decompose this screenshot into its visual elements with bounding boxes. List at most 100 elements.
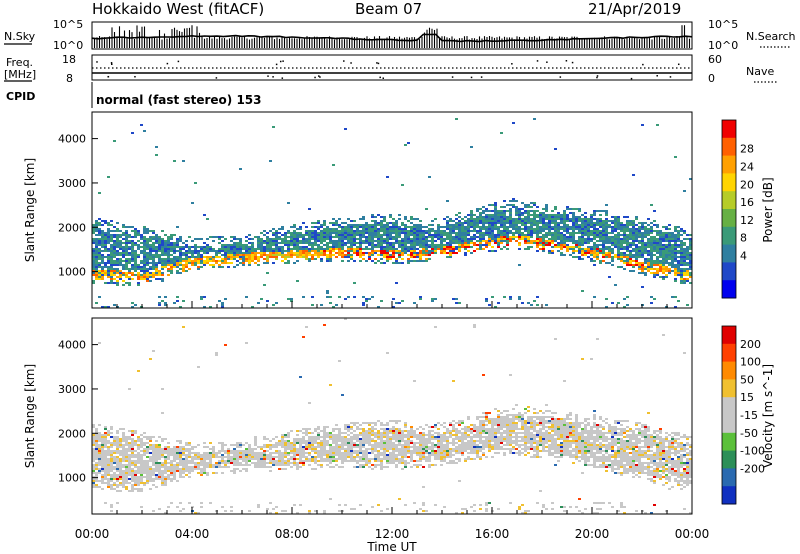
heatmap-cell bbox=[365, 228, 368, 230]
heatmap-cell bbox=[161, 448, 164, 450]
heatmap-cell bbox=[512, 200, 515, 202]
heatmap-cell bbox=[182, 260, 185, 262]
heatmap-cell bbox=[419, 230, 422, 232]
heatmap-cell bbox=[158, 304, 161, 306]
heatmap-cell bbox=[614, 218, 617, 220]
heatmap-cell bbox=[575, 228, 578, 230]
heatmap-cell bbox=[440, 252, 443, 254]
heatmap-cell bbox=[653, 248, 656, 250]
heatmap-cell bbox=[164, 246, 167, 248]
heatmap-cell bbox=[395, 232, 398, 234]
heatmap-cell bbox=[485, 214, 488, 216]
heatmap-cell bbox=[224, 450, 227, 452]
heatmap-cell bbox=[563, 228, 566, 230]
heatmap-cell bbox=[440, 232, 443, 234]
heatmap-cell bbox=[182, 300, 185, 302]
heatmap-cell bbox=[248, 454, 251, 456]
heatmap-cell bbox=[137, 490, 140, 492]
heatmap-cell bbox=[122, 256, 125, 258]
heatmap-cell bbox=[272, 460, 275, 462]
heatmap-cell bbox=[116, 460, 119, 462]
heatmap-cell bbox=[629, 250, 632, 252]
heatmap-cell bbox=[452, 246, 455, 248]
heatmap-cell bbox=[257, 236, 260, 238]
heatmap-cell bbox=[671, 270, 674, 272]
heatmap-cell bbox=[473, 236, 476, 238]
heatmap-cell bbox=[233, 462, 236, 464]
heatmap-cell bbox=[293, 442, 296, 444]
heatmap-cell bbox=[293, 224, 296, 226]
heatmap-cell bbox=[623, 236, 626, 238]
heatmap-cell bbox=[560, 234, 563, 236]
heatmap-cell bbox=[164, 512, 167, 514]
heatmap-cell bbox=[350, 232, 353, 234]
heatmap-cell bbox=[653, 276, 656, 278]
heatmap-cell bbox=[350, 246, 353, 248]
heatmap-cell bbox=[317, 226, 320, 228]
heatmap-cell bbox=[188, 462, 191, 464]
heatmap-cell bbox=[176, 468, 179, 470]
heatmap-cell bbox=[110, 256, 113, 258]
heatmap-cell bbox=[209, 456, 212, 458]
heatmap-cell bbox=[203, 264, 206, 266]
heatmap-cell bbox=[188, 256, 191, 258]
heatmap-cell bbox=[206, 256, 209, 258]
heatmap-cell bbox=[143, 252, 146, 254]
heatmap-cell bbox=[278, 246, 281, 248]
heatmap-cell bbox=[659, 250, 662, 252]
heatmap-cell bbox=[218, 266, 221, 268]
heatmap-cell bbox=[440, 238, 443, 240]
heatmap-cell bbox=[515, 240, 518, 242]
heatmap-cell bbox=[167, 270, 170, 272]
heatmap-cell bbox=[161, 264, 164, 266]
heatmap-cell bbox=[605, 306, 608, 308]
heatmap-cell bbox=[170, 474, 173, 476]
heatmap-cell bbox=[131, 260, 134, 262]
heatmap-cell bbox=[629, 228, 632, 230]
heatmap-cell bbox=[422, 240, 425, 242]
heatmap-cell bbox=[176, 264, 179, 266]
heatmap-cell bbox=[161, 242, 164, 244]
heatmap-cell bbox=[275, 444, 278, 446]
heatmap-cell bbox=[95, 434, 98, 436]
heatmap-cell bbox=[413, 234, 416, 236]
heatmap-cell bbox=[395, 240, 398, 242]
heatmap-cell bbox=[680, 242, 683, 244]
heatmap-cell bbox=[290, 252, 293, 254]
heatmap-cell bbox=[392, 244, 395, 246]
freq-label-line2: [MHz] bbox=[4, 68, 36, 81]
heatmap-cell bbox=[98, 248, 101, 250]
heatmap-cell bbox=[464, 238, 467, 240]
heatmap-cell bbox=[401, 230, 404, 232]
heatmap-cell bbox=[269, 242, 272, 244]
heatmap-cell bbox=[326, 248, 329, 250]
heatmap-cell bbox=[365, 300, 368, 302]
heatmap-cell bbox=[485, 216, 488, 218]
heatmap-cell bbox=[401, 222, 404, 224]
heatmap-cell bbox=[212, 258, 215, 260]
heatmap-cell bbox=[113, 468, 116, 470]
heatmap-cell bbox=[644, 260, 647, 262]
heatmap-cell bbox=[386, 242, 389, 244]
heatmap-cell bbox=[383, 262, 386, 264]
heatmap-cell bbox=[509, 210, 512, 212]
heatmap-cell bbox=[377, 232, 380, 234]
heatmap-cell bbox=[395, 282, 398, 284]
heatmap-cell bbox=[107, 472, 110, 474]
heatmap-cell bbox=[635, 248, 638, 250]
heatmap-cell bbox=[242, 454, 245, 456]
heatmap-cell bbox=[494, 214, 497, 216]
heatmap-cell bbox=[410, 260, 413, 262]
heatmap-cell bbox=[335, 242, 338, 244]
heatmap-cell bbox=[446, 252, 449, 254]
heatmap-cell bbox=[203, 252, 206, 254]
heatmap-cell bbox=[248, 446, 251, 448]
heatmap-cell bbox=[605, 256, 608, 258]
heatmap-cell bbox=[290, 238, 293, 240]
heatmap-cell bbox=[380, 220, 383, 222]
heatmap-cell bbox=[191, 260, 194, 262]
heatmap-cell bbox=[125, 264, 128, 266]
heatmap-cell bbox=[179, 456, 182, 458]
heatmap-cell bbox=[593, 232, 596, 234]
heatmap-cell bbox=[545, 208, 548, 210]
